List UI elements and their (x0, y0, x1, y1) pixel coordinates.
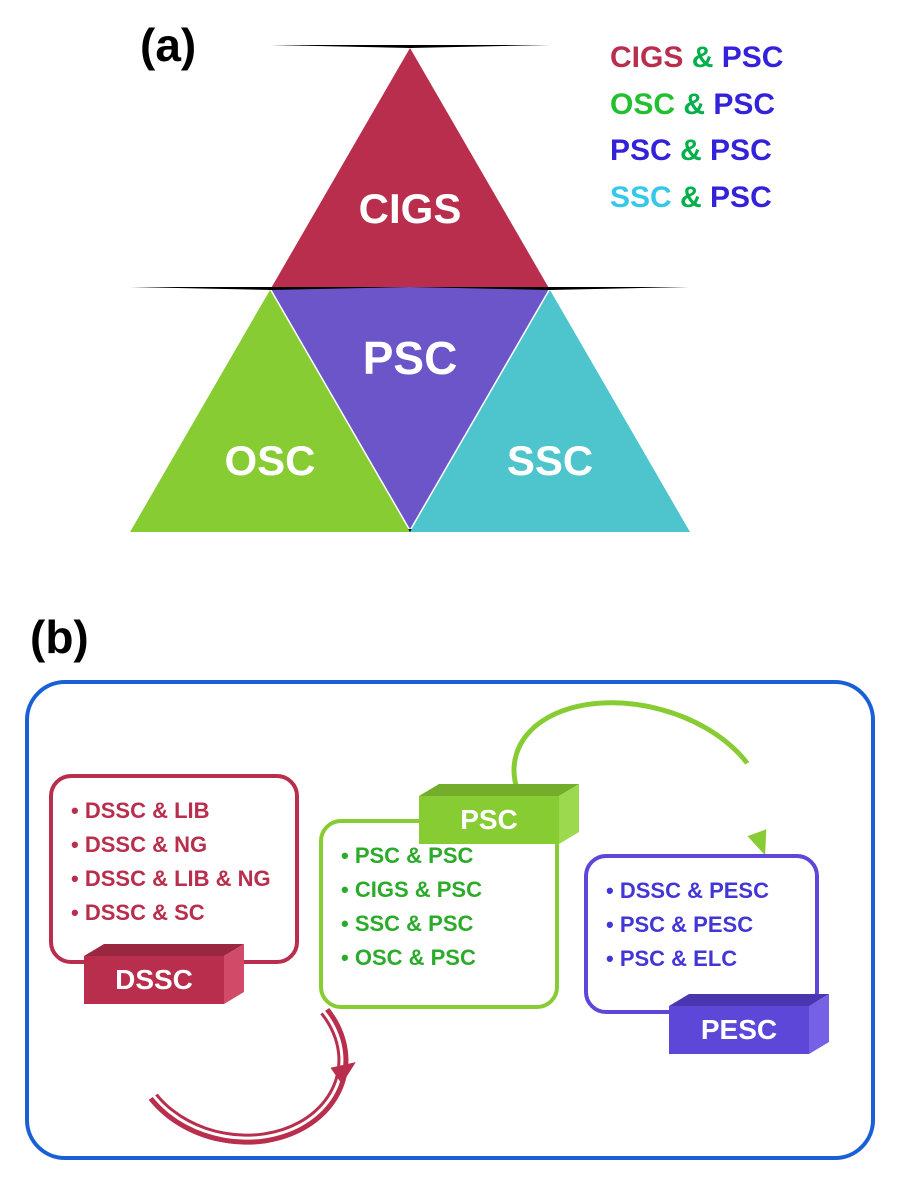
triangle-diagram: CIGS PSC OSC SSC (130, 45, 690, 535)
list-item: PSC & PESC (606, 908, 797, 942)
tab-top-face (84, 944, 244, 956)
tab-front-face: PSC (419, 796, 559, 844)
triangle-osc (130, 287, 410, 532)
panel-b-frame: DSSC & LIB DSSC & NG DSSC & LIB & NG DSS… (25, 680, 875, 1160)
triangle-ssc-label: SSC (460, 437, 640, 485)
list-item: SSC & PSC (341, 907, 537, 941)
list-item: DSSC & PESC (606, 874, 797, 908)
tab-psc: PSC (419, 784, 579, 852)
list-item: DSSC & LIB (71, 794, 277, 828)
legend-amp: & (692, 35, 714, 82)
legend-right: PSC (722, 35, 784, 82)
tab-front-face: PESC (669, 1006, 809, 1054)
legend-right: PSC (710, 175, 772, 222)
card-pesc-list: DSSC & PESC PSC & PESC PSC & ELC (606, 874, 797, 976)
card-dssc: DSSC & LIB DSSC & NG DSSC & LIB & NG DSS… (49, 774, 299, 964)
list-item: DSSC & SC (71, 896, 277, 930)
card-psc-list: PSC & PSC CIGS & PSC SSC & PSC OSC & PSC (341, 839, 537, 975)
tab-dssc: DSSC (84, 944, 244, 1012)
tab-pesc: PESC (669, 994, 829, 1062)
tab-top-face (419, 784, 579, 796)
panel-b-label: (b) (30, 610, 89, 664)
legend-right: PSC (713, 82, 775, 129)
triangle-osc-label: OSC (180, 437, 360, 485)
card-dssc-list: DSSC & LIB DSSC & NG DSSC & LIB & NG DSS… (71, 794, 277, 930)
list-item: DSSC & NG (71, 828, 277, 862)
list-item: DSSC & LIB & NG (71, 862, 277, 896)
list-item: PSC & ELC (606, 942, 797, 976)
tab-front-face: DSSC (84, 956, 224, 1004)
card-pesc: DSSC & PESC PSC & PESC PSC & ELC (584, 854, 819, 1014)
list-item: OSC & PSC (341, 941, 537, 975)
legend-right: PSC (710, 128, 772, 175)
triangle-cigs (270, 45, 550, 290)
list-item: CIGS & PSC (341, 873, 537, 907)
triangle-ssc (410, 287, 690, 532)
triangle-cigs-label: CIGS (320, 185, 500, 233)
tab-top-face (669, 994, 829, 1006)
